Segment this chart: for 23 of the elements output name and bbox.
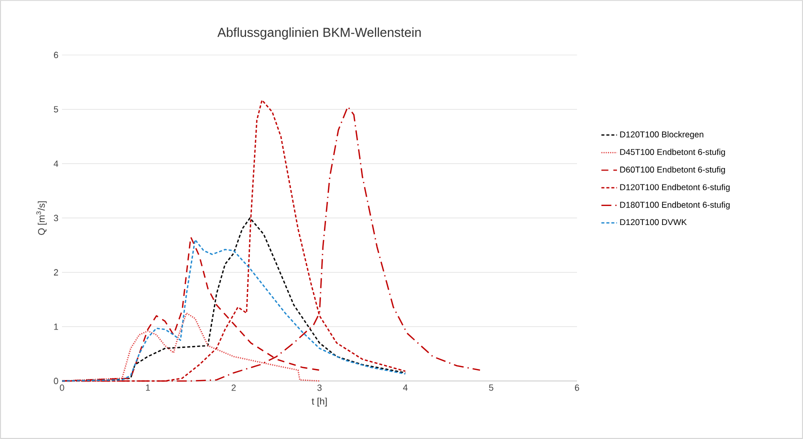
chart-title: Abflussganglinien BKM-Wellenstein [217,27,421,40]
x-tick-label: 6 [574,384,580,391]
x-tick-label: 1 [146,384,150,391]
y-tick-label: 1 [54,324,58,330]
legend-label: D120T100 Endbetont 6-stufig [620,184,730,192]
legend-label: D180T100 Endbetont 6-stufig [620,202,730,210]
y-tick-label: 5 [54,106,58,112]
y-tick-label: 6 [54,52,58,58]
x-tick-label: 5 [489,384,494,391]
y-tick-label: 4 [54,160,58,167]
x-axis-title: t [h] [312,398,327,407]
x-tick-label: 3 [317,384,322,391]
legend-label: D45T100 Endbetont 6-stufig [620,148,725,157]
x-tick-label: 2 [232,384,236,391]
y-tick-label: 3 [54,214,58,222]
x-tick-label: 4 [403,384,408,391]
y-tick-label: 2 [54,269,58,276]
legend-label: D60T100 Endbetont 6-stufig [620,166,725,174]
legend-label: D120T100 Blockregen [620,131,704,140]
y-tick-label: 0 [54,378,58,384]
legend-label: D120T100 DVWK [620,219,687,226]
y-axis-title: Q [m$^{3}$/s] [36,201,47,235]
x-tick-label: 0 [60,384,64,391]
